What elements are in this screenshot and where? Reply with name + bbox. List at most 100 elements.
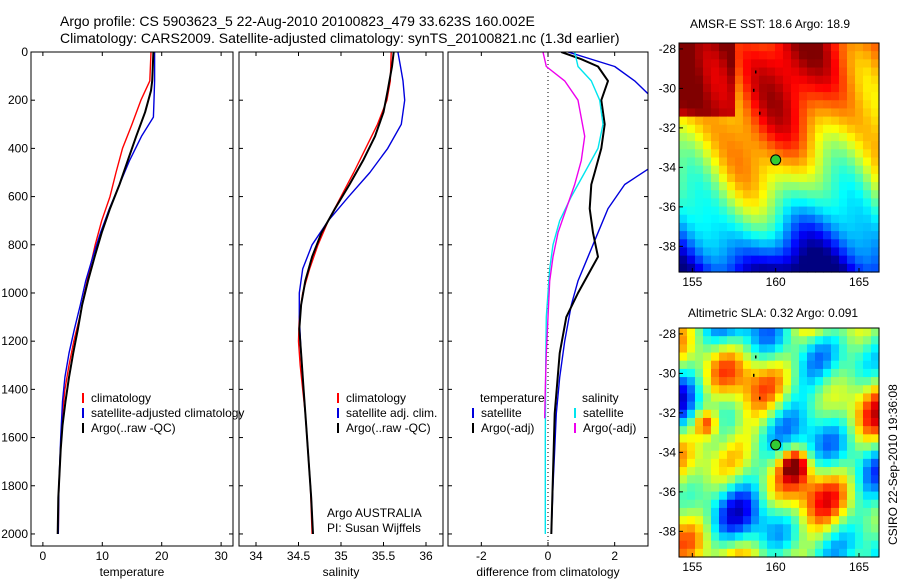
sla_map-cell	[775, 458, 784, 468]
sla_map-cell	[743, 409, 752, 419]
sst_map-cell	[751, 149, 760, 159]
sst_map-cell	[719, 182, 728, 191]
sla_map-cell	[727, 467, 736, 476]
sst_map-cell	[871, 263, 880, 273]
sst_map-cell	[719, 116, 728, 126]
sst_map-cell	[703, 247, 712, 257]
sla_map-cell	[863, 368, 872, 378]
sla_map-cell	[695, 417, 704, 427]
sla_map-cell	[727, 507, 736, 517]
sst_map-cell	[719, 43, 728, 52]
sla_map-cell	[743, 368, 752, 378]
sst_map-cell	[799, 141, 808, 150]
sst_map-cell	[855, 198, 864, 208]
sst_map-cell	[751, 206, 760, 216]
sst_map-cell	[807, 222, 816, 232]
sst_map-cell	[743, 173, 752, 183]
sst_map-cell	[815, 124, 824, 134]
sla_map-cell	[863, 360, 872, 370]
sla_map-cell	[847, 393, 856, 403]
sst_map-cell	[719, 214, 728, 224]
sla_map-cell	[807, 442, 816, 452]
sst_map-cell	[783, 83, 792, 93]
sla_map-cell	[695, 507, 704, 517]
sst_map-cell	[791, 247, 800, 257]
sst_map-cell	[751, 165, 760, 175]
sla_map-cell	[791, 401, 800, 411]
sst_map-cell	[767, 59, 776, 69]
sst_map-cell	[727, 100, 736, 110]
sla_map-cell	[815, 475, 824, 484]
sla_map-cell	[775, 467, 784, 476]
sla_map-cell	[775, 385, 784, 395]
sla_map-cell	[719, 458, 728, 468]
sla_map-cell	[871, 377, 880, 386]
sst_map-cell	[751, 173, 760, 183]
sla_map-cell	[703, 450, 712, 460]
sla_map-cell	[799, 360, 808, 370]
sla_map-cell	[783, 516, 792, 525]
sla_map-cell	[767, 328, 776, 337]
sla_map-cell	[823, 434, 832, 444]
sst_map-cell	[719, 108, 728, 118]
sst_map-cell	[735, 116, 744, 126]
sst_map-cell	[679, 141, 688, 150]
sst_map-cell	[679, 100, 688, 110]
sla_map-cell	[799, 491, 808, 501]
sla_map-cell	[807, 475, 816, 484]
sla_map-cell	[687, 483, 696, 493]
sla_map-cell	[735, 426, 744, 435]
sst_map-cell	[687, 239, 696, 249]
sst_map-cell	[847, 51, 856, 60]
sst_map-cell	[799, 182, 808, 191]
sla_map-cell	[863, 328, 872, 337]
sst_map-cell	[735, 100, 744, 110]
sst_map-cell	[703, 43, 712, 52]
sst_map-cell	[823, 206, 832, 216]
sla_map-cell	[759, 442, 768, 452]
sst_map-cell	[775, 239, 784, 249]
sst_map-cell	[863, 124, 872, 134]
sla_map-cell	[695, 377, 704, 386]
sla_map-cell	[855, 442, 864, 452]
sst_map-cell	[695, 190, 704, 199]
sst_map-cell	[719, 149, 728, 159]
sst_map-cell	[767, 124, 776, 134]
sla_map-cell	[679, 417, 688, 427]
depth-tick-label: 400	[8, 141, 28, 155]
sla_map-cell	[727, 450, 736, 460]
sst_map-cell	[831, 263, 840, 273]
sst_map-cell	[807, 92, 816, 101]
sla_map-cell	[791, 483, 800, 493]
sla_map-cell	[743, 483, 752, 493]
sla_map-cell	[831, 499, 840, 509]
sst_map-cell	[703, 198, 712, 208]
sst_map-cell	[679, 92, 688, 101]
sst_map-cell	[695, 108, 704, 118]
sla_map-cell	[791, 524, 800, 534]
sla_map-cell	[711, 336, 720, 345]
sla_map-cell	[679, 475, 688, 484]
sla_map-cell	[807, 483, 816, 493]
sst_map-cell	[695, 132, 704, 142]
salinity-xtick-label: 35	[334, 549, 348, 563]
sla_map-cell	[727, 442, 736, 452]
sst_map-cell	[855, 67, 864, 77]
sla_map-cell	[719, 524, 728, 534]
sst_map-cell	[711, 255, 720, 265]
sla_map-cell	[775, 548, 784, 558]
sst_map-cell	[759, 141, 768, 150]
sst_map-cell	[695, 198, 704, 208]
sst_map-cell	[743, 51, 752, 60]
sst_map-cell	[719, 173, 728, 183]
sst_map-cell	[703, 108, 712, 118]
sla_map-cell	[703, 507, 712, 517]
sst_map-cell	[759, 214, 768, 224]
sst_map-cell	[775, 198, 784, 208]
sst_map-cell	[831, 165, 840, 175]
sla_map-cell	[855, 409, 864, 419]
sla_map-cell	[799, 401, 808, 411]
sla_map-cell	[679, 409, 688, 419]
sla_map-cell	[711, 442, 720, 452]
